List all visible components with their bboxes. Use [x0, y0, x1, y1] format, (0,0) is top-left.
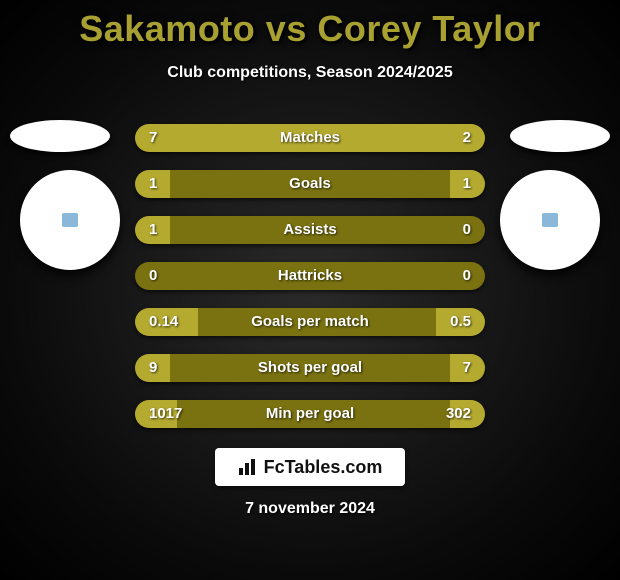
stat-value-right: 0.5 — [450, 308, 471, 336]
stat-value-right: 0 — [463, 216, 471, 244]
bar-chart-icon — [238, 458, 258, 476]
stat-value-left: 7 — [149, 124, 157, 152]
branding-text: FcTables.com — [264, 457, 383, 478]
player-avatar-right — [500, 170, 600, 270]
stat-row: 1017 Min per goal 302 — [135, 400, 485, 428]
stat-row: 9 Shots per goal 7 — [135, 354, 485, 382]
stat-value-left: 9 — [149, 354, 157, 382]
team-badge-right-ellipse — [510, 120, 610, 152]
stat-label: Hattricks — [135, 262, 485, 290]
stat-label: Matches — [135, 124, 485, 152]
page-title: Sakamoto vs Corey Taylor — [0, 0, 620, 50]
stat-value-right: 1 — [463, 170, 471, 198]
stat-row: 0 Hattricks 0 — [135, 262, 485, 290]
stat-value-left: 1017 — [149, 400, 182, 428]
team-badge-left-ellipse — [10, 120, 110, 152]
subtitle: Club competitions, Season 2024/2025 — [0, 64, 620, 82]
player-avatar-left — [20, 170, 120, 270]
stat-label: Shots per goal — [135, 354, 485, 382]
stat-value-right: 302 — [446, 400, 471, 428]
stat-value-left: 0.14 — [149, 308, 178, 336]
stat-value-right: 7 — [463, 354, 471, 382]
stat-row: 1 Assists 0 — [135, 216, 485, 244]
stats-container: 7 Matches 2 1 Goals 1 1 Assists 0 0 Hatt… — [135, 124, 485, 446]
image-placeholder-icon — [542, 213, 558, 227]
stat-label: Assists — [135, 216, 485, 244]
stat-row: 7 Matches 2 — [135, 124, 485, 152]
stat-value-right: 2 — [463, 124, 471, 152]
stat-label: Min per goal — [135, 400, 485, 428]
stat-value-left: 1 — [149, 216, 157, 244]
stat-row: 0.14 Goals per match 0.5 — [135, 308, 485, 336]
stat-row: 1 Goals 1 — [135, 170, 485, 198]
stat-value-right: 0 — [463, 262, 471, 290]
date-label: 7 november 2024 — [0, 500, 620, 518]
stat-value-left: 0 — [149, 262, 157, 290]
image-placeholder-icon — [62, 213, 78, 227]
stat-label: Goals — [135, 170, 485, 198]
stat-value-left: 1 — [149, 170, 157, 198]
stat-label: Goals per match — [135, 308, 485, 336]
branding-badge[interactable]: FcTables.com — [215, 448, 405, 486]
